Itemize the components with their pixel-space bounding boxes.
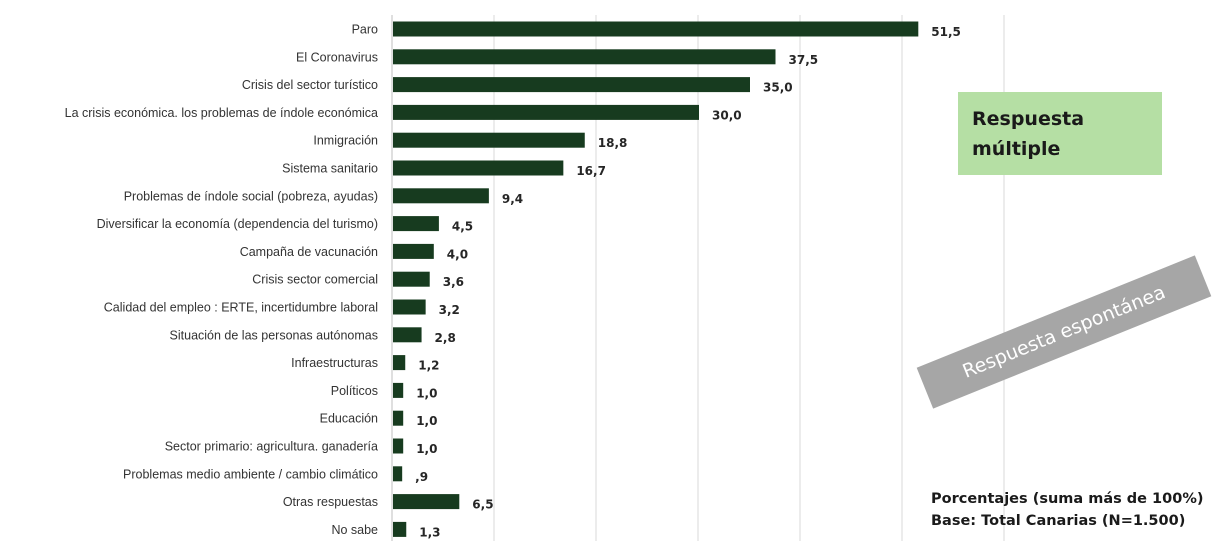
note-base: Base: Total Canarias (N=1.500) [931, 513, 1186, 529]
category-label: Campaña de vacunación [240, 245, 378, 259]
value-label: 35,0 [763, 81, 793, 95]
bar [393, 410, 404, 426]
bars [393, 21, 919, 537]
bar [393, 438, 404, 454]
category-label: Problemas de índole social (pobreza, ayu… [124, 189, 378, 203]
value-label: 16,7 [576, 164, 606, 178]
value-labels: 51,5 37,5 35,0 30,0 18,8 16,7 9,4 4,5 4,0 3,6 3,2 2… [415, 25, 961, 539]
bar [393, 21, 919, 37]
category-label: Crisis sector comercial [252, 273, 378, 287]
bar [393, 243, 434, 259]
value-label: 1,0 [416, 414, 437, 428]
category-label: Políticos [331, 384, 378, 398]
category-label: Paro [352, 23, 378, 37]
bar [393, 160, 564, 176]
category-label: Inmigración [313, 134, 378, 148]
category-label: Educación [320, 412, 378, 426]
bar [393, 382, 404, 398]
value-label: 30,0 [712, 108, 742, 122]
bar [393, 299, 426, 315]
value-label: 2,8 [435, 331, 456, 345]
bar [393, 104, 699, 120]
value-label: 3,2 [439, 303, 460, 317]
value-label: 1,2 [418, 359, 439, 373]
category-label: No sabe [331, 523, 378, 537]
value-label: 4,5 [452, 220, 473, 234]
bar [393, 77, 750, 93]
bar [393, 271, 430, 287]
category-label: Diversificar la economía (dependencia de… [97, 217, 378, 231]
value-label: 3,6 [443, 275, 464, 289]
bar [393, 188, 489, 204]
bar [393, 49, 776, 65]
category-label: Situación de las personas autónomas [170, 328, 378, 342]
bar [393, 355, 406, 371]
bar [393, 216, 439, 232]
value-label: 51,5 [931, 25, 961, 39]
category-label: El Coronavirus [296, 50, 378, 64]
category-label: La crisis económica. los problemas de ín… [65, 106, 378, 120]
value-label: 4,0 [447, 247, 468, 261]
multiple-response-box: Respuesta múltiple [958, 92, 1162, 175]
gridlines [391, 15, 1005, 541]
bar [393, 521, 407, 537]
value-label: 37,5 [789, 53, 819, 67]
bar [393, 327, 422, 343]
note-percentages: Porcentajes (suma más de 100%) [931, 491, 1204, 507]
category-label: Sistema sanitario [282, 162, 378, 176]
bar [393, 132, 585, 148]
category-label: Infraestructuras [291, 356, 378, 370]
value-label: 1,0 [416, 386, 437, 400]
category-label: Problemas medio ambiente / cambio climát… [123, 467, 378, 481]
bar [393, 466, 403, 482]
footnote: Porcentajes (suma más de 100%) Base: Tot… [931, 488, 1226, 532]
category-label: Otras respuestas [283, 495, 378, 509]
bar [393, 494, 460, 510]
value-label: 18,8 [598, 136, 628, 150]
value-label: 1,3 [419, 525, 440, 539]
category-labels: Paro El Coronavirus Crisis del sector turí… [65, 23, 378, 537]
value-label: 1,0 [416, 442, 437, 456]
value-label: 9,4 [502, 192, 523, 206]
category-label: Sector primario: agricultura. ganadería [165, 440, 378, 454]
value-label: ,9 [415, 470, 428, 484]
category-label: Calidad del empleo : ERTE, incertidumbre… [104, 301, 378, 315]
value-label: 6,5 [472, 498, 493, 512]
category-label: Crisis del sector turístico [242, 78, 378, 92]
